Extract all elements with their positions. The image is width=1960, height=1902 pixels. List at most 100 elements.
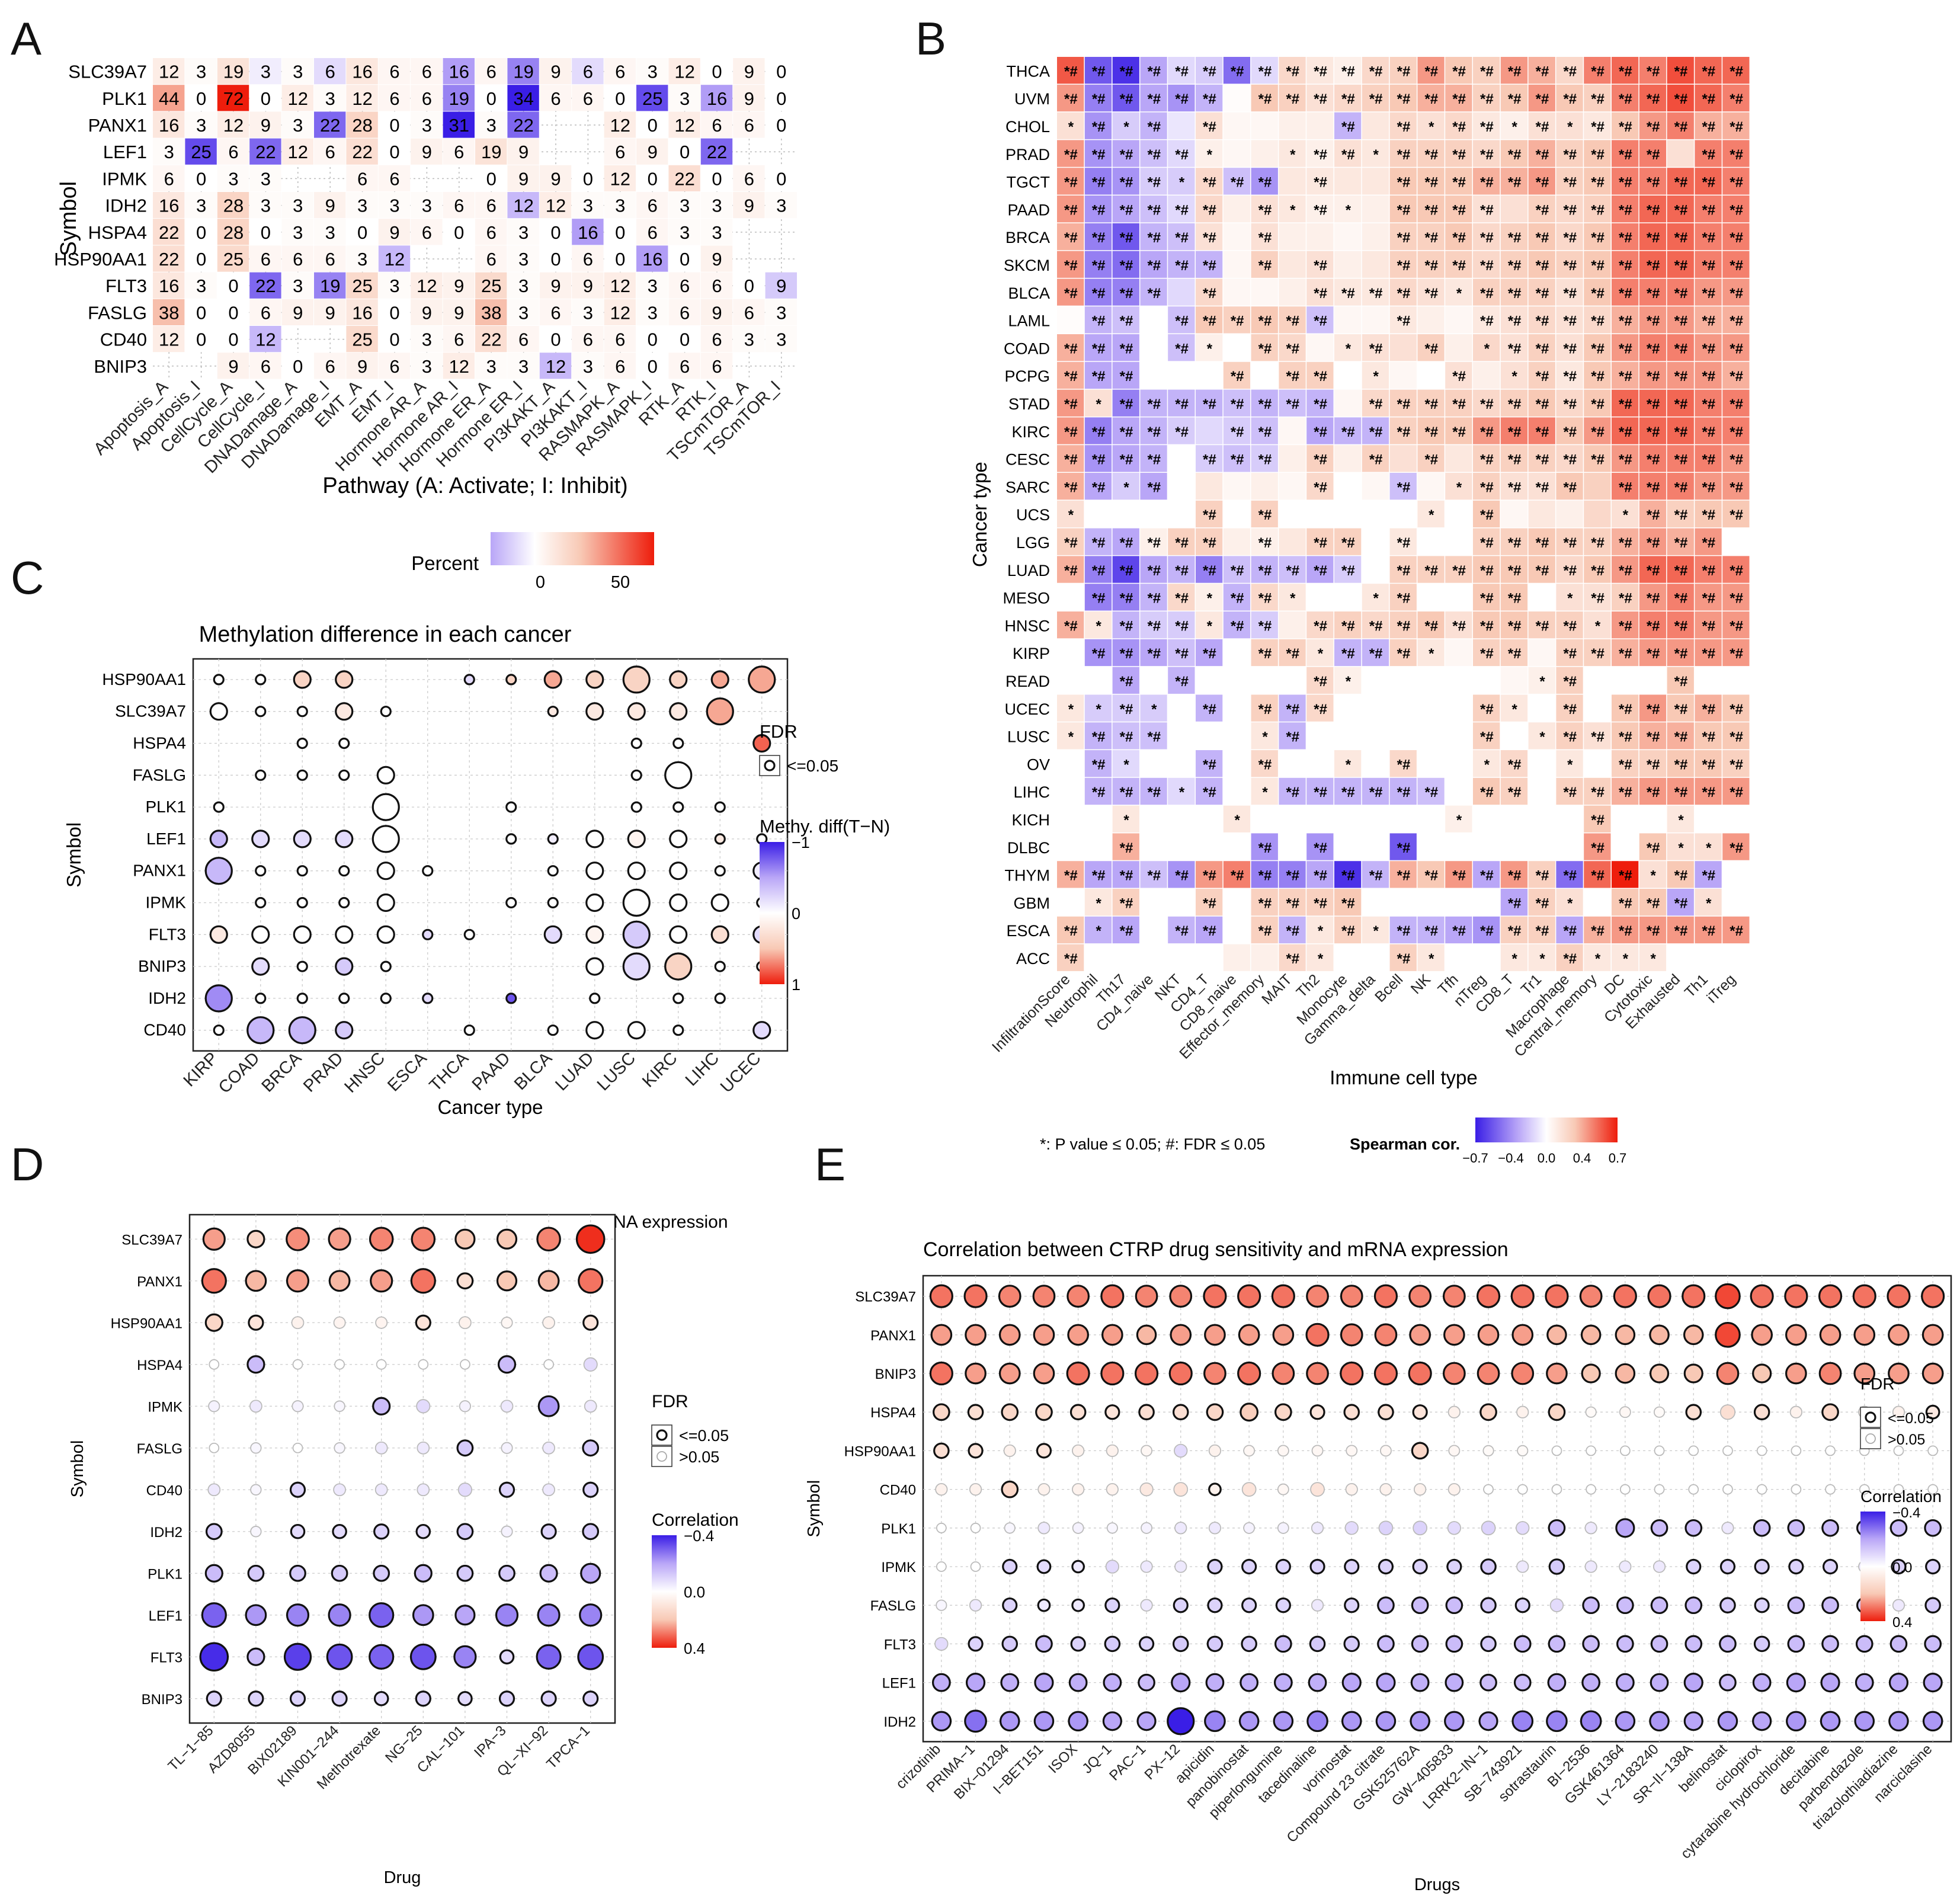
heatmap-cell (1556, 805, 1583, 832)
heatmap-cell (1362, 889, 1389, 916)
heatmap-cell (1140, 667, 1167, 694)
heatmap-cell (1057, 777, 1084, 805)
cell-label: 16 (159, 276, 179, 296)
heatmap-cell (1584, 500, 1611, 528)
bubble-mark (371, 793, 400, 821)
cell-label: *# (1175, 563, 1189, 579)
cell-label: 0 (712, 168, 722, 189)
heatmap-cell (1168, 861, 1195, 888)
cell-label: *# (1147, 63, 1161, 79)
cell-label: * (1595, 951, 1601, 967)
row-label: KICH (1011, 811, 1050, 829)
cell-label: *# (1647, 535, 1660, 551)
cell-label: 3 (164, 142, 174, 162)
cell-label: *# (1120, 618, 1133, 634)
heatmap-cell (314, 245, 346, 272)
heatmap-cell (1473, 84, 1500, 112)
row-label: BRCA (1005, 229, 1050, 246)
bubble-mark (213, 1024, 225, 1036)
heatmap-cell (1334, 251, 1362, 278)
heatmap-cell (700, 245, 733, 272)
heatmap-cell (1445, 833, 1472, 860)
heatmap-cell (378, 138, 411, 165)
heatmap-cell (475, 245, 507, 272)
cell-label: *# (1536, 63, 1549, 79)
bubble-mark (1615, 1363, 1636, 1384)
bubble-mark (1168, 1361, 1193, 1386)
cell-label: 6 (615, 142, 625, 162)
cell-label: *# (1702, 646, 1715, 662)
heatmap-cell (1445, 473, 1472, 500)
heatmap-cell (1445, 196, 1472, 223)
heatmap-cell (1528, 805, 1555, 832)
heatmap-cell (1639, 750, 1667, 777)
heatmap-cell (1556, 168, 1583, 195)
cell-label: 12 (674, 115, 694, 136)
cell-label: *# (1175, 341, 1189, 357)
legend-color-tick: 0.4 (1892, 1615, 1912, 1631)
heatmap-cell (1500, 667, 1528, 694)
heatmap-cell (733, 85, 765, 111)
bubble-mark (585, 702, 604, 721)
cell-label: *# (1563, 396, 1577, 412)
heatmap-cell (1612, 168, 1639, 195)
heatmap-cell (1140, 861, 1167, 888)
row-label: OV (1027, 755, 1050, 773)
heatmap-cell (1667, 361, 1694, 389)
cell-label: *# (1563, 63, 1577, 79)
heatmap-cell (1140, 500, 1167, 528)
column-label: PAC−1 (1106, 1741, 1149, 1784)
bubble-mark (1853, 1362, 1876, 1385)
bubble-mark (1753, 1404, 1770, 1420)
heatmap-cell (1667, 694, 1694, 722)
cell-label: 3 (583, 302, 593, 323)
cell-label: *# (1424, 175, 1438, 191)
cell-label: *# (1674, 563, 1688, 579)
heatmap-cell (1223, 944, 1251, 971)
heatmap-cell (1279, 889, 1306, 916)
bubble-mark (998, 1324, 1021, 1346)
heatmap-cell (1112, 861, 1139, 888)
heatmap-cell (1528, 251, 1555, 278)
bubble-mark (967, 1404, 984, 1420)
heatmap-cell (1279, 334, 1306, 361)
cell-label: *# (1730, 147, 1743, 163)
legend-key-circle (656, 1451, 667, 1462)
cell-label: 9 (293, 302, 303, 323)
heatmap-cell (346, 138, 378, 165)
cell-label: *# (1092, 646, 1106, 662)
heatmap-cell (1722, 861, 1750, 888)
cell-label: *# (1314, 479, 1327, 495)
heatmap-cell (346, 165, 378, 191)
heatmap-cell (1112, 805, 1139, 832)
heatmap-cell (1584, 306, 1611, 334)
cell-label: 6 (486, 62, 497, 82)
bubble-mark (1616, 1596, 1634, 1615)
bubble-mark (1818, 1284, 1843, 1308)
cell-label: *# (1647, 396, 1660, 412)
bubble-mark (1753, 1635, 1770, 1653)
heatmap-cell (1057, 84, 1084, 112)
heatmap-cell (1500, 223, 1528, 251)
cell-label: 12 (352, 88, 372, 109)
heatmap-cell (1556, 777, 1583, 805)
bubble-mark (1001, 1635, 1019, 1653)
cell-label: *# (1480, 646, 1494, 662)
cell-label: *# (1591, 396, 1604, 412)
heatmap-cell (539, 326, 572, 353)
bubble-mark (1237, 1284, 1261, 1308)
cell-label: *# (1092, 119, 1106, 135)
cell-label: 6 (615, 356, 625, 377)
cell-label: *# (1591, 202, 1604, 218)
heatmap-cell (1057, 805, 1084, 832)
heatmap-cell (1306, 916, 1334, 944)
heatmap-cell (539, 165, 572, 191)
bubble-mark (1445, 1635, 1463, 1653)
heatmap-cell (1084, 750, 1112, 777)
bubble-mark (293, 830, 312, 848)
heatmap-cell (1140, 57, 1167, 84)
cell-label: 3 (615, 196, 625, 216)
cell-label: *# (1092, 563, 1106, 579)
bubble-mark (372, 1397, 391, 1416)
heatmap-cell (1417, 722, 1445, 750)
